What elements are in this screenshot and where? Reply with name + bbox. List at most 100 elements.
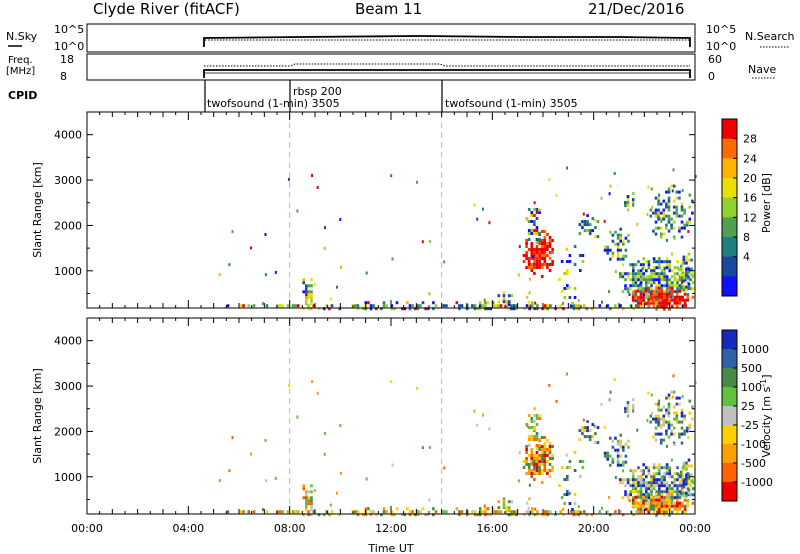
velocity-echo-cell — [687, 458, 691, 462]
power-colorbar-swatch — [722, 256, 737, 277]
velocity-echo-cell — [684, 510, 687, 514]
power-echo-cell — [673, 236, 676, 240]
velocity-echo-cell — [523, 513, 526, 517]
velocity-echo-cell — [637, 484, 640, 488]
velocity-echo-cell — [679, 473, 683, 477]
velocity-echo-cell — [646, 419, 649, 423]
velocity-echo-cell — [364, 513, 368, 517]
velocity-echo-cell — [603, 451, 607, 455]
velocity-echo-cell — [512, 513, 516, 517]
velocity-echo-cell — [361, 513, 365, 517]
velocity-echo-cell — [476, 423, 479, 427]
velocity-echo-cell — [670, 429, 673, 433]
velocity-echo-cell — [527, 463, 531, 466]
power-echo-cell — [645, 278, 648, 282]
power-echo-cell — [403, 307, 407, 311]
power-echo-cell — [679, 285, 683, 289]
power-echo-cell — [443, 260, 446, 264]
velocity-echo-cell — [609, 454, 612, 458]
power-echo-cell — [502, 300, 506, 304]
power-echo-cell — [428, 239, 431, 243]
velocity-echo-cell — [526, 501, 529, 505]
power-echo-cell — [573, 245, 577, 248]
velocity-echo-cell — [328, 513, 331, 517]
power-echo-cell — [681, 304, 685, 308]
power-echo-cell — [391, 257, 394, 261]
power-echo-cell — [563, 296, 566, 299]
velocity-marker-lines — [289, 318, 443, 514]
velocity-echo-cell — [652, 501, 656, 505]
velocity-echo-cell — [611, 460, 615, 464]
velocity-echo-cell — [691, 487, 695, 491]
velocity-echo-cell — [518, 451, 521, 455]
velocity-echo-cell — [655, 484, 658, 488]
velocity-echo-cell — [305, 508, 308, 512]
power-echo-cell — [307, 290, 311, 294]
velocity-echo-cell — [522, 460, 526, 463]
velocity-echo-cell — [642, 493, 645, 497]
velocity-echo-cell — [663, 498, 666, 502]
velocity-echo-cell — [239, 510, 243, 514]
power-echo-cell — [594, 226, 597, 230]
cpid-row: CPID twofsound (1-min) 3505 rbsp 200 two… — [8, 80, 578, 112]
power-echo-cell — [668, 298, 671, 302]
power-echo-cell — [533, 260, 536, 263]
power-echo-cell — [525, 257, 528, 260]
power-echo-cell — [369, 304, 373, 308]
velocity-echo-cell — [650, 487, 653, 491]
velocity-echo-cell — [637, 490, 640, 494]
power-echo-cell — [645, 260, 648, 264]
power-echo-cell — [608, 290, 610, 293]
velocity-echo-cell — [668, 487, 671, 491]
power-echo-cell — [530, 245, 534, 248]
power-echo-cell — [535, 232, 539, 235]
power-echo-cell — [687, 270, 691, 274]
power-colorbar-tick-label: 12 — [743, 211, 757, 224]
power-echo-cell — [668, 284, 671, 288]
power-echo-cell — [582, 212, 585, 216]
power-echo-cell — [667, 229, 671, 233]
power-echo-cell — [678, 287, 682, 291]
power-echo-cell — [673, 272, 677, 276]
velocity-echo-cell — [691, 417, 694, 421]
velocity-echo-cell — [497, 510, 500, 514]
power-echo-cell — [264, 273, 267, 277]
velocity-echo-cell — [588, 438, 592, 442]
power-echo-cell — [683, 208, 686, 212]
power-echo-cell — [673, 278, 677, 282]
power-echo-cell — [566, 287, 569, 290]
velocity-echo-cell — [530, 451, 534, 454]
velocity-echo-cell — [650, 507, 653, 511]
velocity-echo-cell — [322, 513, 326, 517]
power-echo-cell — [416, 180, 419, 184]
power-echo-cell — [683, 226, 686, 230]
power-echo-cell — [652, 281, 656, 285]
velocity-echo-cell — [622, 448, 625, 452]
power-echo-cell — [374, 307, 378, 311]
velocity-echo-cell — [665, 463, 669, 467]
velocity-echo-cell — [543, 469, 547, 472]
velocity-echo-cell — [687, 473, 691, 477]
velocity-echo-cell — [540, 463, 544, 466]
power-echo-cell — [543, 257, 547, 260]
velocity-echo-cell — [673, 481, 677, 485]
power-echo-cell — [647, 290, 651, 294]
velocity-echo-cell — [652, 504, 656, 508]
power-echo-cell — [535, 266, 539, 269]
velocity-echo-cell — [543, 442, 547, 445]
power-echo-cell — [577, 307, 581, 311]
power-echo-cell — [645, 293, 648, 297]
velocity-echo-cell — [583, 435, 587, 439]
velocity-echo-cell — [626, 407, 630, 411]
power-echo-cell — [473, 203, 476, 207]
velocity-echo-cell — [622, 469, 624, 473]
velocity-echo-cell — [654, 426, 658, 430]
velocity-echo-cell — [531, 434, 534, 438]
velocity-echo-cell — [632, 475, 635, 479]
velocity-echo-cell — [685, 479, 688, 483]
power-echo-cell — [632, 281, 635, 285]
velocity-echo-cell — [390, 380, 393, 384]
power-echo-cell — [691, 211, 694, 215]
velocity-echo-cell — [481, 510, 485, 514]
power-echo-cell — [305, 290, 308, 294]
